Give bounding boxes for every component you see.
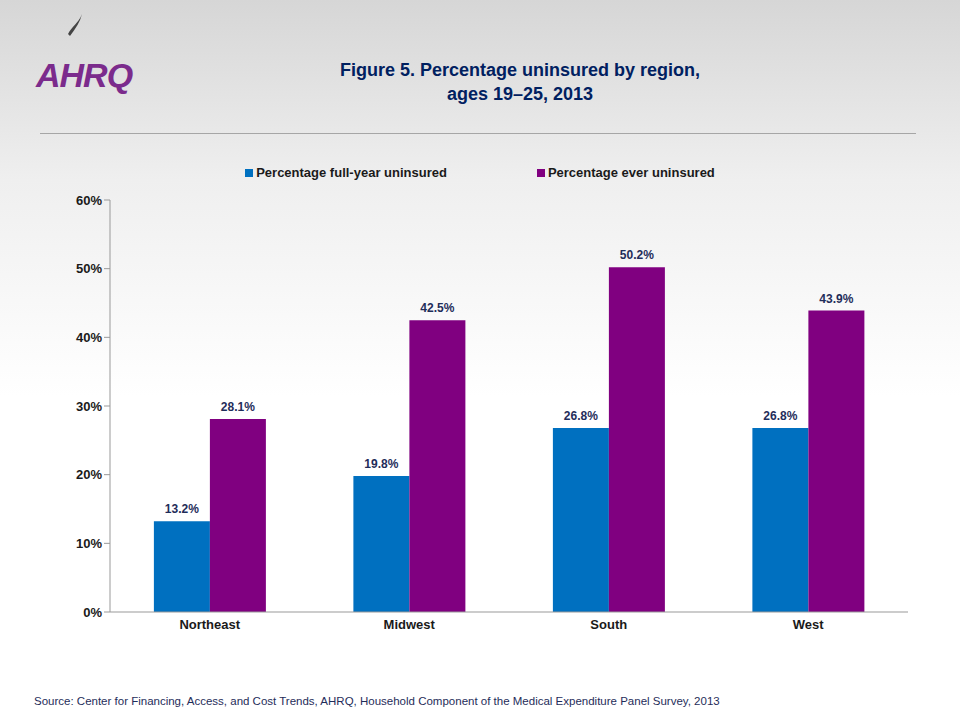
svg-text:26.8%: 26.8% [564,409,598,423]
html-text:Source: Center for Financing,: Source: Center for Financing, Access, an… [34,695,720,707]
html-text:AHRQ: AHRQ [36,56,133,94]
html-text:Percentage ever uninsured: Percentage ever uninsured [547,165,715,180]
svg-text:42.5%: 42.5% [420,301,454,315]
svg-text:30%: 30% [76,399,102,414]
svg-text:20%: 20% [76,467,102,482]
svg-text:Midwest: Midwest [384,617,436,632]
svg-text:19.8%: 19.8% [364,457,398,471]
svg-text:50.2%: 50.2% [620,248,654,262]
svg-text:West: West [793,617,824,632]
html-text:Figure 5. Percentage uninsured: Figure 5. Percentage uninsured by region… [340,60,700,104]
html-text:Percentage full-year uninsured: Percentage full-year uninsured [256,165,447,180]
svg-text:South: South [590,617,627,632]
svg-text:10%: 10% [76,536,102,551]
svg-text:0%: 0% [83,605,102,620]
svg-text:40%: 40% [76,330,102,345]
svg-text:Northeast: Northeast [179,617,240,632]
svg-text:60%: 60% [76,193,102,208]
svg-text:28.1%: 28.1% [221,400,255,414]
svg-text:13.2%: 13.2% [165,502,199,516]
svg-text:43.9%: 43.9% [819,292,853,306]
svg-text:26.8%: 26.8% [763,409,797,423]
svg-text:50%: 50% [76,261,102,276]
